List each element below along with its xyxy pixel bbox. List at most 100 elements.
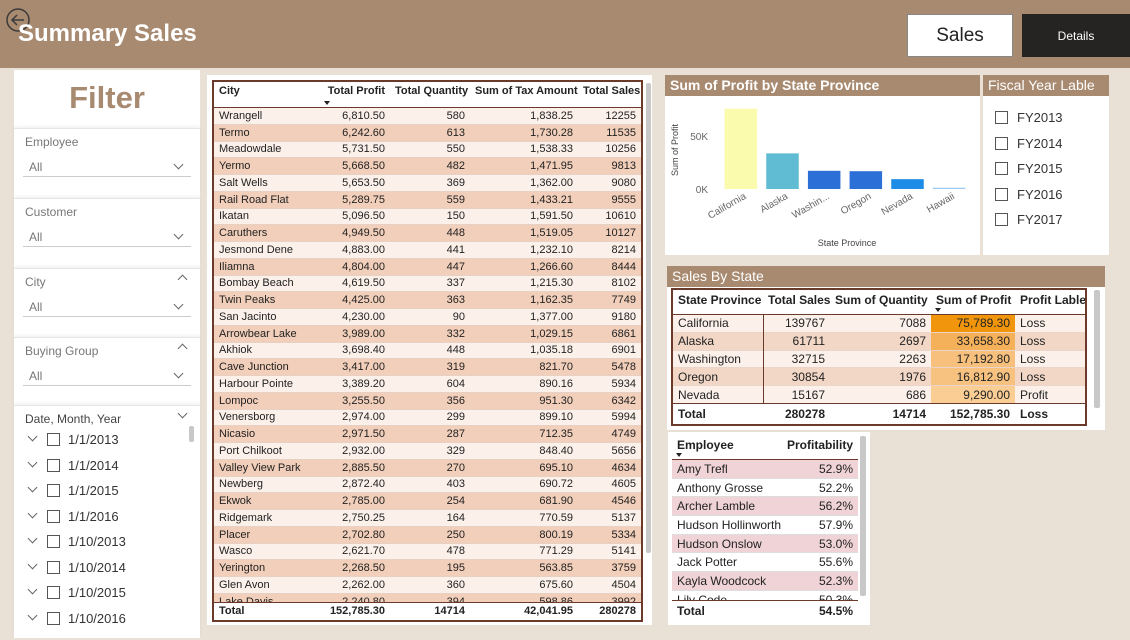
scrollbar[interactable] [646, 83, 651, 553]
column-header[interactable]: City [219, 85, 240, 97]
state-table-visual: Sales By State State Province Total Sales… [667, 266, 1105, 430]
table-cell: Port Chilkoot [219, 444, 282, 457]
table-cell: 10610 [605, 210, 636, 223]
table-row: Salt Wells 5,653.50 369 1,362.00 9080 [214, 174, 641, 192]
slicer-item[interactable]: FY2013 [995, 110, 1105, 128]
slicer-label: City [25, 275, 46, 289]
column-header[interactable]: Profitability [787, 438, 854, 452]
table: City Total Profit Total Quantity Sum of Tax… [214, 82, 641, 108]
checkbox [47, 560, 60, 574]
table-cell: 55.6% [818, 555, 853, 570]
table-cell: 3,255.50 [342, 394, 385, 407]
table-row: Rail Road Flat 5,289.75 559 1,433.21 9555 [214, 191, 641, 208]
column-header[interactable]: State Province [678, 293, 762, 307]
date-item[interactable]: 1/10/2014 [14, 559, 184, 579]
table-cell: Termo [219, 126, 250, 139]
table-row: Yerington 2,268.50 195 563.85 3759 [214, 559, 641, 577]
table-cell: 6342 [611, 394, 636, 407]
table-cell: 2,974.00 [342, 411, 385, 424]
table-cell: Hudson Hollinworth [677, 517, 782, 532]
table-row: Twin Peaks 4,425.00 363 1,162.35 7749 [214, 291, 641, 309]
table-cell: Amy Trefl [677, 461, 728, 476]
date-item[interactable]: 1/1/2016 [14, 508, 184, 528]
slicer-item[interactable]: FY2015 [995, 161, 1105, 179]
table-cell: California [673, 314, 764, 333]
dropdown[interactable]: All [23, 155, 191, 177]
table-cell: 598.86 [470, 593, 578, 602]
table-title: Sales By State [667, 266, 1105, 287]
slicer-item[interactable]: FY2017 [995, 212, 1105, 230]
dropdown[interactable]: All [23, 225, 191, 247]
column-header[interactable]: Sum of Profit [931, 290, 1015, 314]
table-row: Jesmond Dene 4,883.00 441 1,232.10 8214 [214, 241, 641, 259]
table-cell: Valley View Park [219, 461, 301, 474]
x-tick-label: Nevada [880, 191, 916, 218]
date-item[interactable]: 1/10/2016 [14, 610, 184, 630]
dropdown[interactable]: All [23, 295, 191, 317]
table-cell: Loss [1020, 351, 1046, 366]
scrollbar[interactable] [1094, 290, 1100, 408]
checkbox [995, 187, 1008, 201]
date-item[interactable]: 1/10/2013 [14, 533, 184, 553]
table: State Province Total Sales Sum of Quantity… [673, 290, 1085, 315]
back-button[interactable] [5, 7, 33, 35]
table-cell: 4,619.50 [342, 277, 385, 290]
table-cell: Anthony Grosse [677, 480, 764, 495]
scrollbar[interactable] [860, 436, 866, 596]
table-cell: 319 [446, 361, 465, 374]
nav-button[interactable]: Details [1022, 14, 1130, 57]
table-cell: 4749 [611, 428, 636, 441]
slicer-item[interactable]: FY2014 [995, 136, 1105, 154]
date-item[interactable]: 1/1/2013 [14, 431, 184, 451]
y-axis-label: Sum of Profit [670, 123, 680, 176]
item-label: FY2015 [1017, 161, 1063, 176]
column-header[interactable]: Total Profit [320, 82, 390, 107]
table: Total 54.5% [672, 600, 858, 623]
column-header[interactable]: Total Sales [768, 293, 830, 307]
state-table: State Province Total Sales Sum of Quantity… [671, 288, 1087, 426]
table-cell: Ridgemark [219, 511, 273, 524]
column-header[interactable]: Sum of Tax Amount [475, 85, 578, 97]
date-item[interactable]: 1/1/2015 [14, 482, 184, 502]
table-cell: Loss [1020, 316, 1046, 331]
table-row: Lompoc 3,255.50 356 951.30 6342 [214, 392, 641, 409]
table-cell: Salt Wells [219, 176, 268, 189]
column-header[interactable]: Total Quantity [395, 85, 469, 97]
table-cell: 270 [446, 461, 465, 474]
bar [807, 170, 841, 189]
table-cell: Caruthers [219, 227, 268, 240]
table-cell: 332 [446, 327, 465, 340]
table-cell: Bombay Beach [219, 277, 294, 290]
table-cell: 16,812.90 [931, 367, 1015, 386]
chart: 0K 50K Sum of Profit State Province Californ… [670, 108, 966, 248]
dropdown[interactable]: All [23, 364, 191, 386]
table-cell: Wasco [219, 545, 253, 558]
nav-button[interactable]: Sales [907, 14, 1013, 57]
table-cell: 3992 [578, 593, 641, 602]
table-cell: 2,885.50 [342, 461, 385, 474]
table-cell: 8214 [611, 243, 636, 256]
slicer-item[interactable]: FY2016 [995, 187, 1105, 205]
total-cell: 14714 [892, 406, 926, 421]
total-cell: 42,041.95 [524, 605, 573, 618]
table-row: Anthony Grosse 52.2% [672, 478, 858, 497]
column-header[interactable]: Total Sales [583, 85, 641, 97]
date-item[interactable]: 1/10/2015 [14, 584, 184, 604]
table-cell: 5334 [611, 528, 636, 541]
table-cell: 3,389.20 [342, 377, 385, 390]
table-cell: 50.3% [782, 590, 858, 600]
column-header[interactable]: Employee [672, 435, 782, 459]
table-row: Termo 6,242.60 613 1,730.28 11535 [214, 124, 641, 141]
table-cell: 164 [446, 511, 465, 524]
table-cell: 139767 [784, 316, 825, 331]
bar [766, 153, 799, 189]
column-header[interactable]: Profit Lable [1020, 293, 1085, 307]
table-cell: 32715 [791, 351, 825, 366]
table: Total 280278 14714 152,785.30 Loss [673, 403, 1085, 425]
total-cell: Loss [1020, 406, 1049, 421]
date-item[interactable]: 1/1/2014 [14, 457, 184, 477]
table-cell: Yerington [219, 562, 266, 575]
column-header[interactable]: Sum of Quantity [835, 293, 928, 307]
table-cell: 53.0% [818, 536, 853, 551]
table-cell: 695.10 [539, 461, 573, 474]
